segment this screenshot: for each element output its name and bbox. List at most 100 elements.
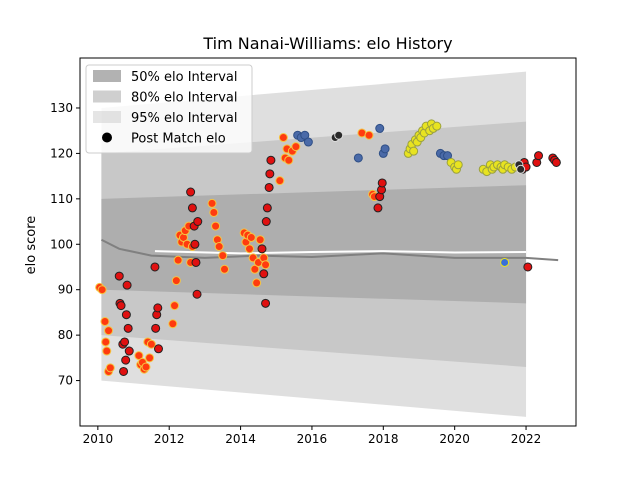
data-point: [250, 264, 260, 274]
legend: 50% elo Interval 80% elo Interval 95% elo …: [85, 64, 253, 154]
legend-swatch: [93, 70, 121, 82]
data-point: [101, 337, 111, 347]
legend-marker: [102, 132, 112, 143]
data-point: [257, 244, 267, 254]
data-point: [122, 280, 132, 290]
data-point: [266, 155, 276, 165]
data-point: [190, 239, 200, 249]
y-tick-label: 100: [50, 237, 73, 251]
data-point: [380, 144, 390, 154]
data-point: [300, 130, 310, 140]
data-point: [114, 271, 124, 281]
data-point: [170, 301, 180, 311]
data-point: [192, 289, 202, 299]
data-point: [191, 257, 201, 267]
legend-box: [85, 64, 253, 154]
data-point: [209, 207, 219, 217]
data-point: [211, 221, 221, 231]
plot-area: 2010 2012 2014 2016 2018 2020 2022 70 80 90 100 110…: [50, 57, 577, 446]
mean-line-0: [100, 238, 559, 262]
data-point: [102, 346, 112, 356]
y-tick-label: 110: [50, 192, 73, 206]
data-point: [278, 133, 288, 143]
data-point: [168, 319, 178, 329]
data-point: [409, 146, 419, 156]
data-point: [534, 151, 544, 161]
plot-frame: [79, 57, 577, 427]
data-point: [551, 157, 561, 167]
data-point: [259, 269, 269, 279]
y-tick-label: 130: [50, 101, 73, 115]
data-point: [121, 355, 131, 365]
legend-swatch: [93, 90, 121, 103]
data-point: [134, 351, 144, 361]
data-point: [261, 217, 271, 227]
data-point: [373, 203, 383, 213]
data-point: [220, 264, 230, 274]
legend-label: 50% elo Interval: [131, 70, 238, 85]
data-point: [261, 298, 271, 308]
x-tick-label: 2020: [439, 432, 470, 446]
data-point: [364, 130, 374, 140]
data-point: [275, 176, 285, 186]
x-tick-label: 2016: [297, 432, 328, 446]
band-50-interval: [101, 185, 527, 304]
data-point: [141, 362, 151, 372]
data-point: [145, 353, 155, 363]
data-point: [353, 153, 363, 163]
data-point: [516, 164, 526, 174]
data-point: [523, 262, 533, 272]
data-point: [105, 363, 115, 373]
data-point: [150, 262, 160, 272]
chart-title: Tim Nanai-Williams: elo History: [202, 34, 452, 53]
legend-label: 95% elo Interval: [131, 111, 238, 126]
legend-label: 80% elo Interval: [131, 91, 238, 106]
data-point: [500, 257, 510, 267]
data-point: [375, 123, 385, 133]
data-point: [443, 151, 453, 161]
y-axis-label: elo score: [24, 216, 39, 275]
data-point: [252, 278, 262, 288]
data-point: [187, 203, 197, 213]
data-point: [207, 198, 217, 208]
data-point: [173, 255, 183, 265]
data-point: [97, 285, 107, 295]
data-point: [265, 169, 275, 179]
x-tick-label: 2010: [83, 432, 114, 446]
data-point: [453, 160, 463, 170]
data-point: [303, 137, 313, 147]
y-tick-label: 120: [50, 146, 73, 160]
data-point: [154, 344, 164, 354]
data-point: [104, 326, 114, 336]
data-point: [119, 366, 129, 376]
data-point: [153, 303, 163, 313]
x-tick-label: 2012: [154, 432, 185, 446]
x-tick-label: 2018: [368, 432, 399, 446]
data-point: [116, 301, 126, 311]
data-point: [214, 242, 224, 252]
data-point: [377, 178, 387, 188]
y-tick-label: 80: [58, 328, 73, 342]
data-point: [100, 317, 110, 327]
plot-inner: [95, 71, 561, 417]
data-point: [123, 323, 133, 333]
x-tick-label: 2014: [225, 432, 256, 446]
data-point: [121, 310, 131, 320]
data-point: [193, 217, 203, 227]
x-tick-label: 2022: [511, 432, 542, 446]
data-point: [291, 142, 301, 152]
y-tick-label: 90: [58, 283, 73, 297]
legend-swatch: [93, 111, 121, 123]
data-point: [186, 187, 196, 197]
data-point: [120, 337, 130, 347]
data-point: [171, 276, 181, 286]
legend-label: Post Match elo: [131, 132, 226, 147]
y-tick-label: 70: [58, 374, 73, 388]
data-point: [264, 182, 274, 192]
data-point: [244, 244, 254, 254]
data-point: [146, 339, 156, 349]
data-point: [124, 346, 134, 356]
data-point: [262, 203, 272, 213]
data-point: [284, 155, 294, 165]
